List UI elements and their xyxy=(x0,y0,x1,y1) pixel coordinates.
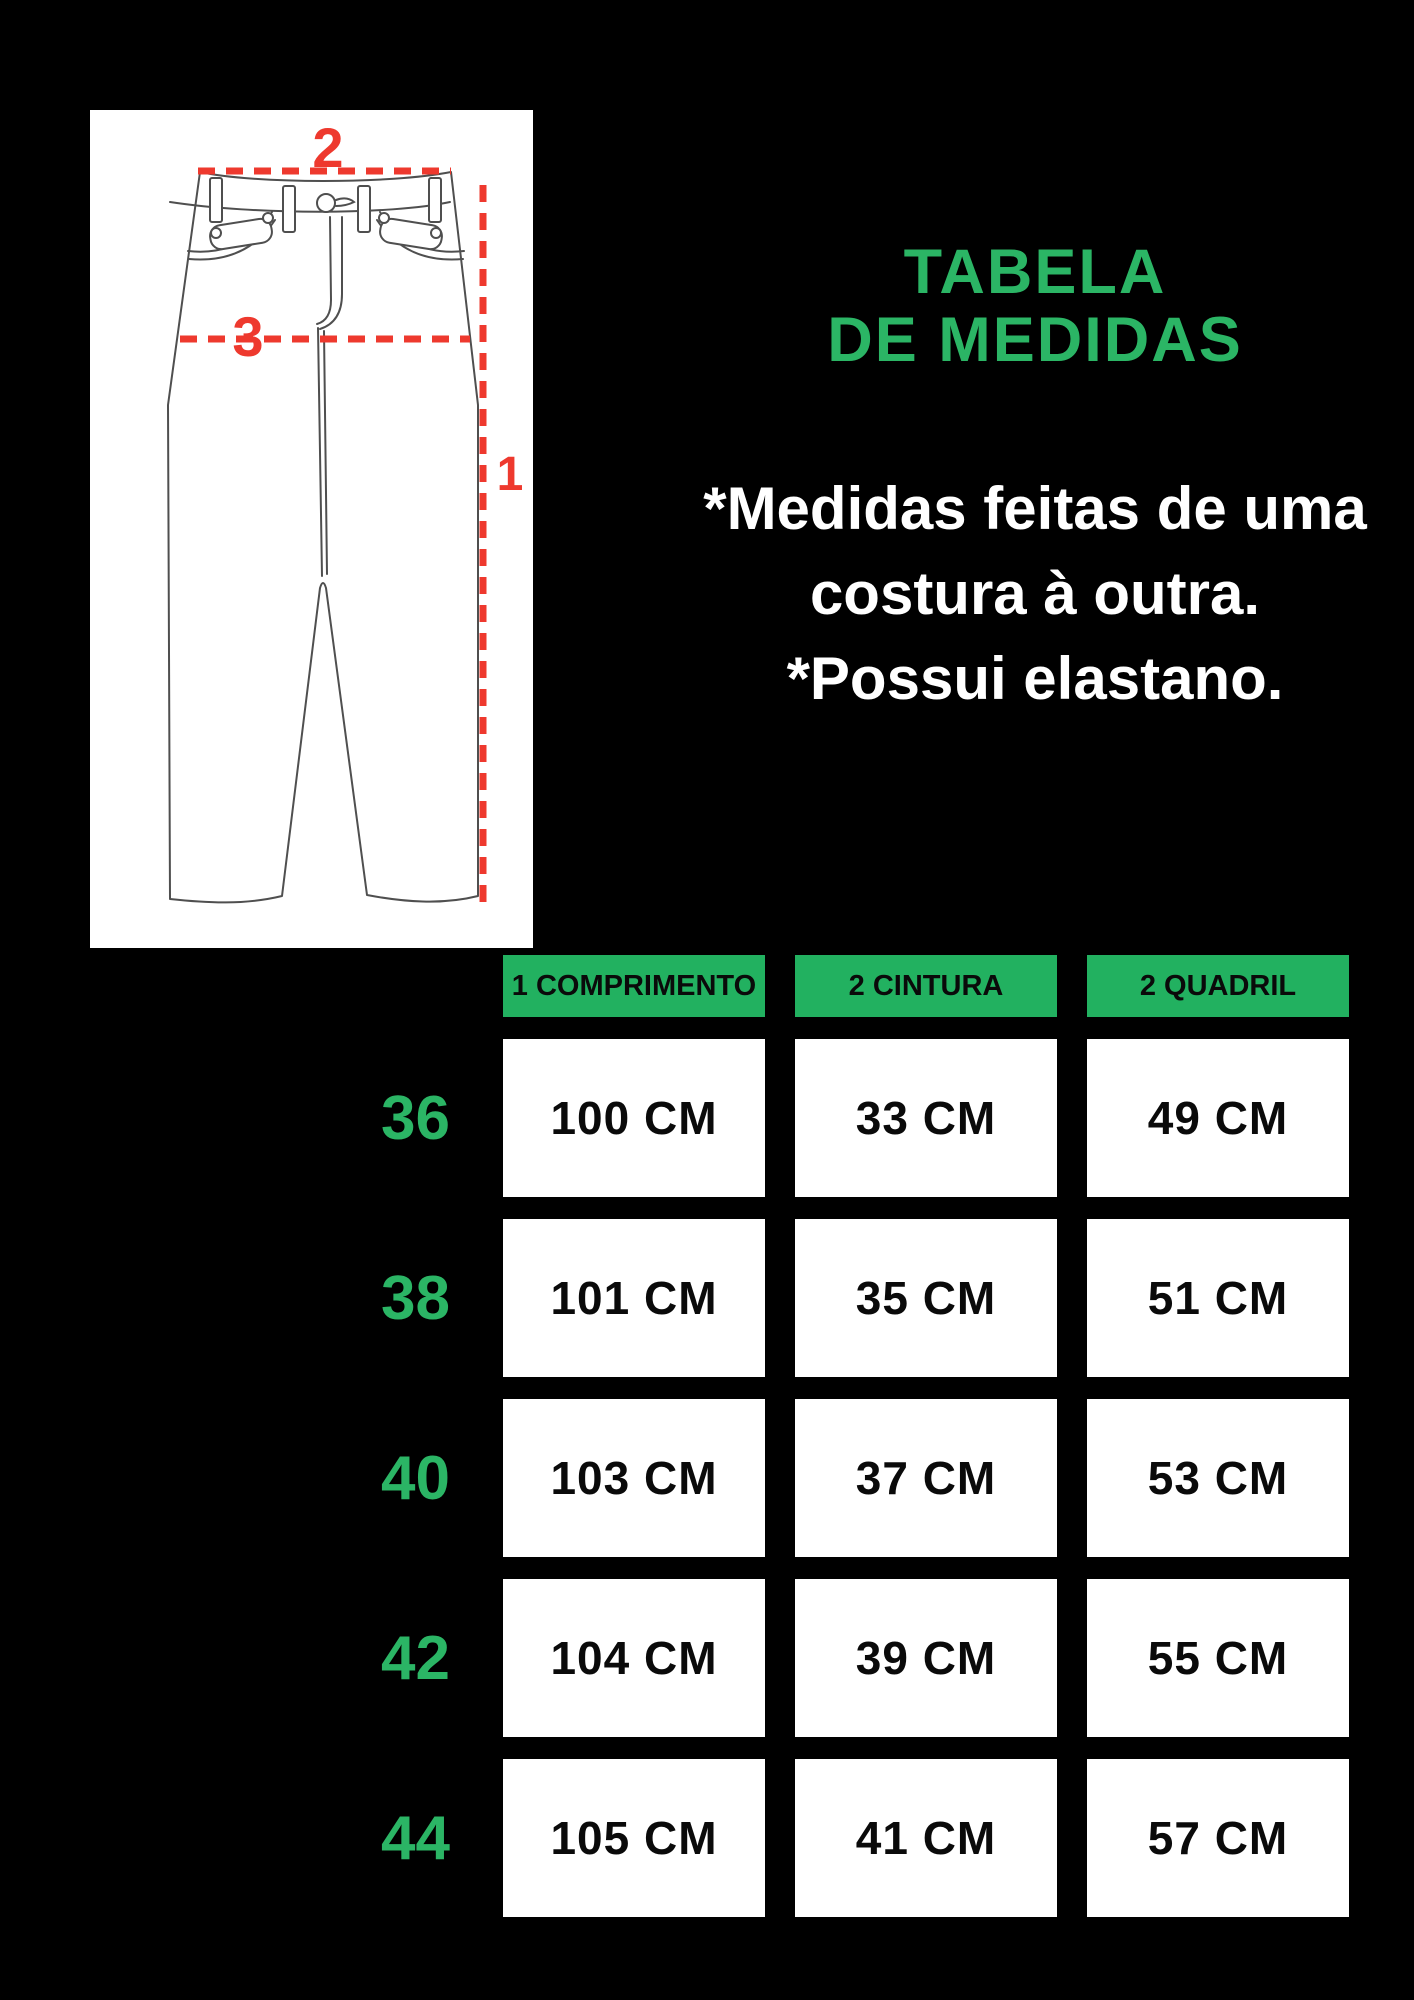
note-line1: *Medidas feitas de uma xyxy=(703,475,1367,542)
cell-comprimento: 103 CM xyxy=(503,1399,765,1557)
cell-cintura: 33 CM xyxy=(795,1039,1057,1197)
pants-outline xyxy=(167,171,479,904)
cell-quadril: 53 CM xyxy=(1087,1399,1349,1557)
cell-cintura: 39 CM xyxy=(795,1579,1057,1737)
page-title-line2: DE MEDIDAS xyxy=(827,305,1243,375)
pants-diagram: 2 3 1 xyxy=(167,116,524,904)
button-icon xyxy=(316,193,356,213)
fly-seam xyxy=(316,216,343,577)
size-label-42: 42 xyxy=(381,1623,450,1693)
page-title-line1: TABELA xyxy=(903,237,1167,307)
cell-quadril: 55 CM xyxy=(1087,1579,1349,1737)
cell-quadril: 51 CM xyxy=(1087,1219,1349,1377)
size-label-36: 36 xyxy=(381,1083,450,1153)
cell-quadril: 57 CM xyxy=(1087,1759,1349,1917)
column-header-comprimento: 1 COMPRIMENTO xyxy=(503,955,765,1017)
cell-comprimento: 105 CM xyxy=(503,1759,765,1917)
cell-comprimento: 100 CM xyxy=(503,1039,765,1197)
cell-comprimento: 104 CM xyxy=(503,1579,765,1737)
measurement-notes: *Medidas feitas de uma costura à outra. … xyxy=(650,466,1414,721)
column-header-quadril: 2 QUADRIL xyxy=(1087,955,1349,1017)
size-label-44: 44 xyxy=(381,1803,450,1873)
cell-cintura: 35 CM xyxy=(795,1219,1057,1377)
size-label-38: 38 xyxy=(381,1263,450,1333)
page-title: TABELA DE MEDIDAS xyxy=(650,238,1414,374)
info-column: TABELA DE MEDIDAS *Medidas feitas de uma… xyxy=(650,238,1414,721)
header-spacer xyxy=(358,955,473,1017)
pants-diagram-panel: 2 3 1 xyxy=(90,110,533,948)
column-header-cintura: 2 CINTURA xyxy=(795,955,1057,1017)
belt-loops xyxy=(209,177,442,233)
waist-measure-label: 2 xyxy=(312,116,343,179)
size-label-40: 40 xyxy=(381,1443,450,1513)
size-table: 1 COMPRIMENTO 2 CINTURA 2 QUADRIL 36 100… xyxy=(358,955,1349,1917)
note-line3: *Possui elastano. xyxy=(786,645,1284,712)
front-pockets xyxy=(187,211,465,261)
cell-cintura: 41 CM xyxy=(795,1759,1057,1917)
note-line2: costura à outra. xyxy=(809,560,1261,627)
cell-cintura: 37 CM xyxy=(795,1399,1057,1557)
waistband-seam xyxy=(169,201,451,213)
hip-measure-label: 3 xyxy=(232,305,263,368)
cell-quadril: 49 CM xyxy=(1087,1039,1349,1197)
cell-comprimento: 101 CM xyxy=(503,1219,765,1377)
length-measure-label: 1 xyxy=(497,448,524,501)
